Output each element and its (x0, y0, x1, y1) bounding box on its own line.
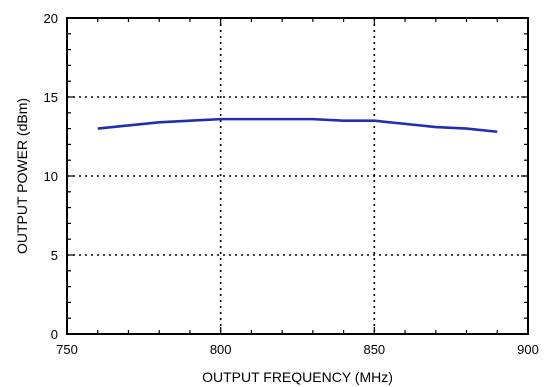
y-tick-labels: 0 5 10 15 20 (44, 11, 58, 342)
y-tick-label: 15 (44, 90, 58, 105)
y-tick-label: 20 (44, 11, 58, 26)
series-group (97, 117, 498, 134)
x-axis-label: OUTPUT FREQUENCY (MHz) (202, 369, 393, 385)
x-tick-labels: 750 800 850 900 (56, 342, 539, 357)
x-tick-label: 900 (517, 342, 539, 357)
y-tick-label: 10 (44, 169, 58, 184)
x-tick-label: 850 (363, 342, 385, 357)
series-line (97, 117, 498, 134)
y-tick-label: 0 (51, 327, 58, 342)
x-tick-label: 800 (210, 342, 232, 357)
axis-ticks (66, 17, 529, 335)
grid-lines (67, 18, 528, 334)
y-tick-label: 5 (51, 248, 58, 263)
x-tick-label: 750 (56, 342, 78, 357)
y-axis-label: OUTPUT POWER (dBm) (14, 98, 30, 254)
